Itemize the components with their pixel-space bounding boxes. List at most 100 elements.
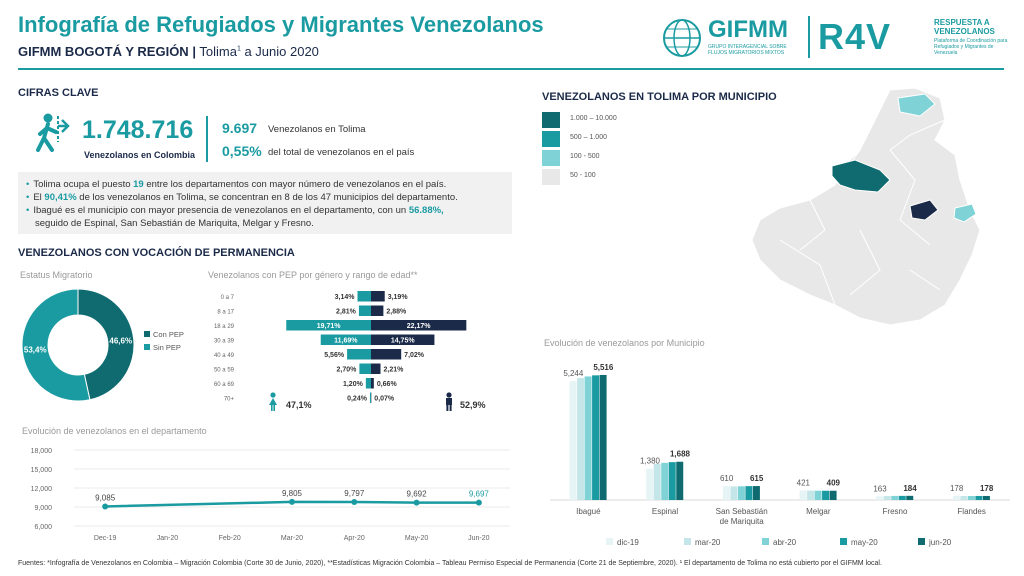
pyramid-female-bar (365, 378, 371, 389)
line-chart-point (351, 498, 358, 505)
line-chart-y-tick: 15,000 (31, 467, 53, 474)
pyramid-age-label: 8 a 17 (217, 310, 234, 316)
map-legend-label: 1.000 – 10.000 (570, 115, 617, 122)
municipio-bar (967, 495, 975, 500)
donut-slice-label: 46,6% (109, 336, 132, 345)
municipio-evolution-bar-chart: 5,244 5,516 Ibagué 1,380 1,688 Espinal 610 615 S… (550, 363, 1010, 547)
municipio-legend-label: mar-20 (695, 538, 721, 547)
pyramid-male-bar (371, 378, 374, 389)
line-chart-point (475, 499, 482, 506)
walking-person-icon (36, 113, 70, 152)
line-chart-point (413, 499, 420, 506)
tolima-total-label: Venezolanos en Tolima (268, 124, 366, 135)
permanence-heading: VENEZOLANOS CON VOCACIÓN DE PERMANENCIA (18, 247, 295, 259)
gifmm-logo-subtext: GRUPO INTERAGENCIAL SOBRE FLUJOS MIGRATO… (708, 44, 787, 56)
map-legend-swatch (542, 112, 560, 128)
municipio-bar (752, 486, 760, 500)
tolima-municipality-map (751, 87, 981, 326)
pyramid-female-bar (369, 392, 371, 403)
subtitle-footnote-mark: 1 (236, 45, 241, 53)
pyramid-male-label: 3,19% (388, 294, 409, 301)
pyramid-age-label: 30 a 39 (214, 339, 235, 345)
donut-slice (21, 288, 91, 402)
map-legend-label: 50 - 100 (570, 172, 596, 179)
municipio-bar (661, 462, 669, 500)
department-evolution-caption: Evolución de venezolanos en el departame… (22, 426, 207, 436)
age-gender-pyramid-chart: 0 a 7 3,14% 3,19% 8 a 17 2,81% 2,88% 18 a 29 19… (214, 291, 467, 403)
municipio-bar-first-label: 1,380 (640, 457, 661, 466)
subtitle-date: a Junio 2020 (240, 44, 319, 59)
donut-legend-swatch (144, 344, 150, 350)
line-chart-x-tick: May-20 (405, 535, 428, 542)
municipio-bar-first-label: 5,244 (563, 369, 584, 378)
municipio-bar (952, 495, 960, 500)
subtitle-place: Tolima (199, 44, 237, 59)
municipio-bar (584, 376, 592, 500)
line-chart-x-tick: Feb-20 (219, 535, 241, 542)
header-divider (18, 68, 1004, 70)
municipio-bar (822, 490, 830, 500)
line-chart-y-tick: 6,000 (34, 524, 52, 531)
municipio-bar (592, 375, 600, 500)
status-donut-chart: 46,6% 53,4% Con PEP Sin PEP (21, 288, 184, 402)
municipio-legend-label: abr-20 (773, 538, 797, 547)
pyramid-chart-caption: Venezolanos con PEP por género y rango d… (208, 270, 418, 280)
key-figures-heading: CIFRAS CLAVE (18, 87, 99, 99)
municipio-bar-first-label: 178 (950, 484, 964, 493)
pyramid-male-bar (371, 334, 435, 345)
municipio-legend-swatch (840, 538, 847, 545)
fact-item: • Ibagué es el municipio con mayor presen… (26, 205, 444, 216)
municipio-evolution-caption: Evolución de venezolanos por Municipio (544, 338, 705, 348)
pyramid-male-label: 2,88% (386, 309, 407, 316)
municipio-legend-label: jun-20 (928, 538, 952, 547)
municipio-bar (883, 496, 891, 500)
line-chart-point-label: 9,797 (344, 489, 365, 498)
municipio-category-label: Melgar (806, 507, 831, 516)
tolima-total: 9.697 (222, 120, 258, 136)
tolima-percent: 0,55% (222, 143, 262, 159)
male-icon (446, 392, 452, 411)
donut-slice-label: 53,4% (24, 346, 47, 355)
line-chart-x-tick: Dec-19 (94, 535, 117, 542)
key-facts-box: • Tolima ocupa el puesto 19 entre los dep… (18, 172, 512, 234)
municipio-legend-swatch (762, 538, 769, 545)
female-icon (269, 392, 277, 411)
male-percent: 52,9% (460, 400, 486, 410)
municipio-bar (829, 490, 837, 500)
logo-separator (808, 16, 810, 58)
municipio-bar-last-label: 5,516 (593, 363, 614, 372)
line-chart-point-label: 9,805 (282, 489, 303, 498)
municipio-bar (730, 486, 738, 500)
map-municipality-melgar (909, 199, 939, 221)
municipio-bar (722, 486, 730, 500)
map-municipality-fresno (897, 93, 936, 117)
pyramid-male-label: 14,75% (391, 338, 416, 345)
page-subtitle: GIFMM BOGOTÁ Y REGIÓN | Tolima1 a Junio … (18, 44, 319, 59)
key-figures-divider (206, 116, 208, 162)
pyramid-female-bar (320, 334, 371, 345)
pyramid-female-bar (286, 320, 371, 331)
line-chart-point-label: 9,692 (407, 490, 428, 499)
colombia-total: 1.748.716 (82, 116, 194, 144)
municipio-legend-swatch (684, 538, 691, 545)
pyramid-age-label: 40 a 49 (214, 353, 235, 359)
pyramid-male-label: 0,66% (377, 381, 398, 388)
map-legend-swatch (542, 169, 560, 185)
line-chart-y-tick: 12,000 (31, 486, 53, 493)
municipio-bar (646, 468, 654, 500)
municipio-bar-last-label: 178 (980, 484, 994, 493)
municipio-category-label: de Mariquita (720, 517, 765, 526)
pyramid-female-label: 0,24% (347, 396, 368, 403)
pyramid-male-bar (371, 291, 385, 302)
municipio-legend-label: may-20 (851, 538, 878, 547)
sources-footer: Fuentes: *Infografía de Venezolanos en C… (18, 560, 882, 567)
pyramid-female-label: 5,56% (324, 352, 345, 359)
r4v-logo: R4V (818, 16, 892, 57)
pyramid-age-label: 18 a 29 (214, 324, 235, 330)
municipio-bar (745, 486, 753, 500)
municipio-legend-swatch (918, 538, 925, 545)
r4v-logo-text: RESPUESTA A VENEZOLANOS (934, 18, 995, 36)
municipio-bar (891, 495, 899, 500)
line-chart-point (289, 498, 295, 505)
municipio-legend-label: dic-19 (617, 538, 639, 547)
